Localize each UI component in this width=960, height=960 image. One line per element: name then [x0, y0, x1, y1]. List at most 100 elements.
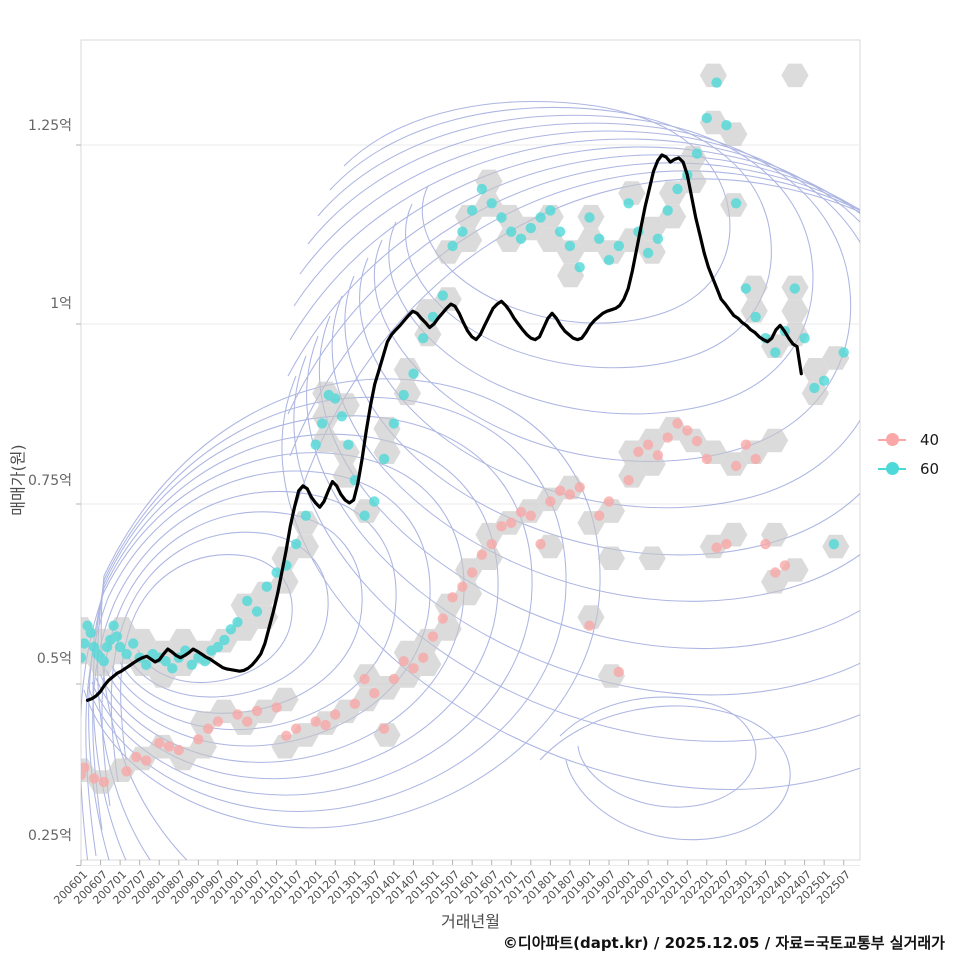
scatter-point: [330, 709, 341, 720]
legend: 40 60: [876, 425, 960, 483]
scatter-point: [662, 432, 673, 443]
scatter-point: [613, 666, 624, 678]
scatter-point: [770, 567, 781, 578]
scatter-point: [535, 212, 546, 223]
y-axis-tick: 0.5억: [36, 650, 72, 667]
scatter-point: [160, 656, 171, 667]
scatter-point: [290, 723, 302, 734]
hexbin-cell: [577, 605, 605, 629]
scatter-point: [515, 506, 527, 518]
scatter-point: [554, 226, 566, 237]
scatter-point: [251, 606, 263, 617]
scatter-point: [486, 538, 497, 550]
scatter-point: [506, 517, 517, 528]
scatter-point: [603, 254, 615, 266]
scatter-point: [98, 656, 110, 667]
y-axis-title: 매매가(원): [2, 0, 32, 960]
scatter-point: [594, 510, 605, 521]
legend-item-40[interactable]: 40: [876, 425, 960, 454]
legend-key-60-icon: [876, 454, 908, 483]
scatter-point: [574, 482, 585, 493]
scatter-point: [740, 439, 752, 450]
hexbin-cell: [251, 699, 279, 724]
hexbin-cell: [781, 63, 809, 88]
legend-item-60[interactable]: 60: [876, 454, 960, 483]
scatter-point: [330, 393, 341, 404]
scatter-point: [623, 475, 634, 486]
scatter-point: [242, 716, 253, 727]
scatter-point: [584, 620, 595, 631]
scatter-point: [760, 538, 771, 550]
hexbin-cell: [781, 299, 809, 323]
scatter-point: [750, 311, 761, 323]
x-axis-title: 거래년월: [441, 912, 500, 931]
scatter-point: [711, 542, 722, 553]
scatter-point: [418, 652, 429, 663]
scatter-point: [398, 656, 409, 667]
hexbin-cell: [536, 204, 564, 229]
scatter-point: [81, 638, 90, 649]
scatter-point: [721, 538, 732, 550]
scatter-point: [141, 659, 152, 670]
scatter-point: [662, 205, 673, 216]
scatter-point: [672, 418, 683, 429]
scatter-point: [212, 716, 224, 727]
scatter-point: [642, 439, 654, 450]
hexbin-cell: [169, 628, 197, 653]
scatter-point: [603, 496, 615, 507]
scatter-point: [232, 709, 243, 720]
scatter-point: [466, 205, 478, 216]
scatter-point: [378, 453, 390, 465]
scatter-point: [186, 659, 197, 670]
scatter-point: [88, 773, 100, 784]
scatter-point: [359, 510, 370, 521]
scatter-point: [515, 233, 527, 244]
scatter-point: [652, 450, 664, 461]
scatter-point: [408, 663, 419, 674]
scatter-point: [633, 446, 644, 457]
scatter-point: [232, 617, 243, 628]
scatter-point: [554, 485, 566, 496]
scatter-point: [320, 719, 331, 731]
scatter-point: [336, 411, 347, 422]
scatter-point: [672, 183, 683, 195]
scatter-point: [818, 375, 830, 386]
scatter-point: [310, 439, 321, 450]
scatter-point: [242, 595, 253, 607]
y-axis-tick: 0.25억: [27, 828, 72, 845]
scatter-point: [809, 382, 820, 394]
scatter-point: [202, 723, 214, 734]
scatter-point: [317, 418, 328, 429]
scatter-point: [525, 510, 536, 521]
hexbin-cell: [761, 570, 789, 594]
scatter-point: [81, 762, 90, 773]
scatter-point: [369, 496, 380, 507]
scatter-point: [828, 538, 840, 550]
scatter-point: [111, 631, 123, 642]
hexbin-cell: [271, 734, 299, 759]
scatter-point: [740, 283, 752, 294]
scatter-point: [290, 538, 302, 550]
hexbin-cell: [475, 522, 503, 547]
scatter-point: [564, 240, 576, 252]
scatter-point: [418, 333, 429, 344]
scatter-point: [642, 247, 654, 259]
hexbin-cell: [740, 299, 768, 323]
scatter-point: [271, 702, 282, 713]
scatter-point: [128, 638, 139, 649]
scatter-point: [408, 368, 419, 379]
hexbin-cell: [801, 381, 829, 406]
scatter-point: [730, 198, 742, 209]
y-axis-tick: 0.75억: [27, 473, 72, 490]
legend-key-40-icon: [876, 425, 908, 454]
scatter-point: [701, 112, 712, 124]
hexbin-cell: [618, 181, 646, 205]
scatter-point: [437, 290, 448, 301]
scatter-point: [545, 205, 556, 216]
scatter-point: [271, 567, 282, 578]
scatter-point: [114, 641, 126, 653]
scatter-point: [799, 333, 810, 344]
scatter-point: [173, 744, 184, 756]
